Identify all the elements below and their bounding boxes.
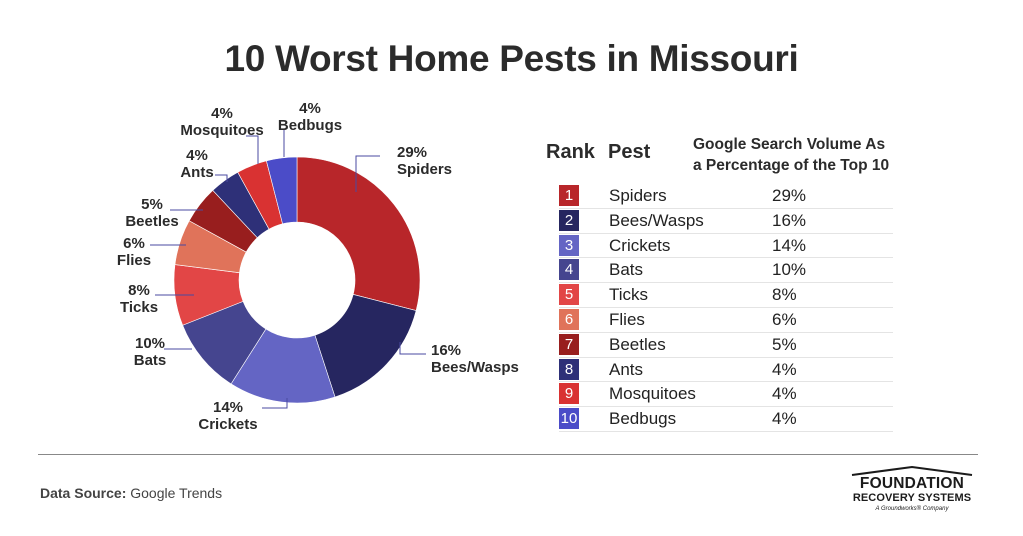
slice-name-beetles: Beetles	[125, 213, 178, 230]
search-volume-value: 8%	[772, 285, 797, 305]
slice-name-bees-wasps: Bees/Wasps	[431, 359, 519, 376]
slice-label-bees-wasps: 16% Bees/Wasps	[431, 342, 519, 376]
slice-name-ants: Ants	[180, 164, 213, 181]
pest-name: Beetles	[609, 334, 666, 354]
table-row: 5 Ticks 8%	[559, 283, 893, 308]
slice-label-bedbugs: 4% Bedbugs	[278, 100, 342, 134]
slice-percent-mosquitoes: 4%	[211, 105, 233, 122]
slice-name-bats: Bats	[134, 352, 167, 369]
rank-badge: 3	[559, 234, 579, 256]
slice-label-crickets: 14% Crickets	[198, 399, 257, 433]
pest-name: Flies	[609, 309, 645, 329]
slice-percent-bats: 10%	[135, 335, 165, 352]
rank-header: Rank	[546, 141, 595, 163]
search-volume-value: 4%	[772, 384, 797, 404]
slice-spiders	[296, 156, 421, 311]
table-row: 10 Bedbugs 4%	[559, 407, 893, 432]
table-row: 8 Ants 4%	[559, 358, 893, 383]
rank-badge: 6	[559, 308, 579, 330]
pest-header: Pest	[608, 141, 651, 163]
source-label: Data Source:	[40, 485, 127, 501]
pest-name: Mosquitoes	[609, 384, 696, 404]
slice-percent-spiders: 29%	[397, 144, 427, 161]
slice-label-bats: 10% Bats	[134, 335, 167, 369]
company-logo: FOUNDATION RECOVERY SYSTEMS A Groundwork…	[848, 466, 976, 514]
volume-header-line1: Google Search Volume As	[693, 136, 886, 153]
slice-percent-beetles: 5%	[141, 196, 163, 213]
rank-badge: 8	[559, 358, 579, 380]
slice-name-ticks: Ticks	[120, 299, 158, 316]
table-row: 7 Beetles 5%	[559, 333, 893, 358]
search-volume-value: 14%	[772, 235, 807, 255]
slice-name-crickets: Crickets	[198, 416, 257, 433]
pest-name: Crickets	[609, 235, 671, 255]
rank-badge: 7	[559, 333, 579, 355]
logo-line1: FOUNDATION	[859, 475, 965, 492]
pest-name: Spiders	[609, 186, 667, 205]
logo-tagline: A Groundworks® Company	[875, 506, 949, 512]
slice-label-flies: 6% Flies	[117, 235, 151, 269]
slice-bedbugs	[266, 156, 298, 225]
table-row: 2 Bees/Wasps 16%	[559, 209, 893, 234]
slice-percent-ticks: 8%	[128, 282, 150, 299]
search-volume-value: 5%	[772, 334, 797, 354]
roof-icon	[851, 466, 973, 476]
volume-header-line2: a Percentage of the Top 10	[693, 157, 890, 174]
slice-percent-crickets: 14%	[213, 399, 243, 416]
table-row: 3 Crickets 14%	[559, 234, 893, 259]
pest-name: Ticks	[609, 285, 649, 305]
page-title: 10 Worst Home Pests in Missouri	[224, 38, 799, 79]
slice-name-mosquitoes: Mosquitoes	[180, 122, 263, 139]
slice-percent-flies: 6%	[123, 235, 145, 252]
rank-badge: 5	[559, 284, 579, 306]
leader-line-bees-wasps	[399, 342, 426, 355]
rank-badge: 10	[559, 408, 579, 430]
search-volume-value: 6%	[772, 309, 797, 329]
slice-label-ants: 4% Ants	[180, 147, 213, 181]
slice-percent-bedbugs: 4%	[299, 100, 321, 117]
leader-line-mosquitoes	[246, 135, 259, 164]
search-volume-value: 10%	[772, 260, 807, 280]
slice-name-spiders: Spiders	[397, 161, 452, 178]
leader-line-spiders	[355, 155, 380, 192]
logo-line2: RECOVERY SYSTEMS	[852, 492, 972, 504]
slice-label-mosquitoes: 4% Mosquitoes	[180, 105, 263, 139]
source-value: Google Trends	[130, 485, 223, 501]
volume-header: Google Search Volume As a Percentage of …	[693, 134, 923, 176]
slice-label-spiders: 29% Spiders	[397, 144, 452, 178]
rank-badge: 9	[559, 383, 579, 405]
slice-percent-bees-wasps: 16%	[431, 342, 461, 359]
table-row: 6 Flies 6%	[559, 308, 893, 333]
slice-label-beetles: 5% Beetles	[125, 196, 178, 230]
search-volume-value: 4%	[772, 359, 797, 379]
pest-name: Bats	[609, 260, 644, 280]
search-volume-value: 29%	[772, 186, 807, 205]
leader-line-ants	[215, 174, 228, 182]
rank-badge: 4	[559, 259, 579, 281]
leader-line-crickets	[262, 398, 288, 409]
table-row: 4 Bats 10%	[559, 258, 893, 284]
pest-name: Ants	[609, 359, 644, 379]
table-row: 1 Spiders 29%	[559, 184, 893, 209]
pest-table: 1 Spiders 29% 2 Bees/Wasps 16% 3 Crickets 14% 4 Ba…	[559, 184, 893, 432]
footer-divider	[38, 454, 978, 455]
table-row: 9 Mosquitoes 4%	[559, 382, 893, 408]
slice-name-flies: Flies	[117, 252, 151, 269]
rank-badge: 2	[559, 209, 579, 231]
search-volume-value: 16%	[772, 210, 807, 230]
pest-name: Bedbugs	[609, 409, 677, 429]
slice-label-ticks: 8% Ticks	[120, 282, 158, 316]
search-volume-value: 4%	[772, 409, 797, 429]
data-source: Data Source: Google Trends	[40, 485, 222, 501]
rank-badge: 1	[559, 185, 579, 206]
slice-percent-ants: 4%	[186, 147, 208, 164]
pest-name: Bees/Wasps	[609, 210, 704, 230]
slice-name-bedbugs: Bedbugs	[278, 117, 342, 134]
